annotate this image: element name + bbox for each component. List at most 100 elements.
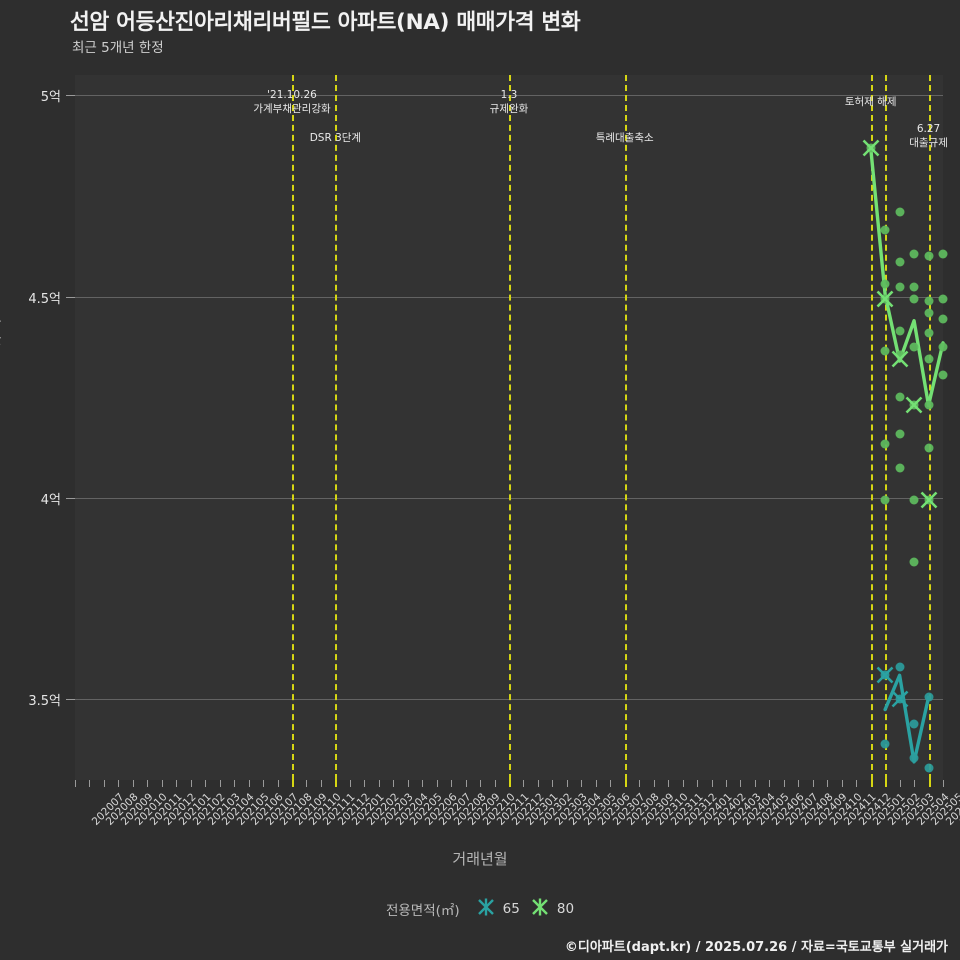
x-tick-mark: [205, 780, 207, 787]
x-tick-mark: [494, 780, 496, 787]
event-date: '21.10.26: [267, 89, 317, 101]
data-point: [924, 308, 934, 318]
y-tick-mark: [66, 498, 75, 499]
x-tick-mark: [595, 780, 597, 787]
x-tick-mark: [668, 780, 670, 787]
x-tick-mark: [928, 778, 931, 787]
x-tick-mark: [754, 780, 756, 787]
x-tick-mark: [292, 778, 294, 787]
x-tick-mark: [349, 780, 351, 787]
x-tick-mark: [103, 780, 105, 787]
event-date: 6.27: [916, 123, 941, 135]
data-point: [909, 342, 919, 352]
x-tick-mark: [914, 780, 916, 787]
data-point: [924, 328, 934, 338]
x-tick-mark: [132, 780, 134, 787]
x-tick-mark: [436, 780, 438, 787]
mean-marker: [876, 666, 894, 684]
mean-marker: [891, 691, 909, 708]
x-tick-mark: [320, 780, 322, 787]
data-point: [880, 346, 890, 356]
data-point: [938, 294, 948, 304]
data-point: [895, 207, 905, 217]
data-point: [909, 495, 919, 505]
data-point: [895, 463, 905, 473]
x-tick-mark: [407, 780, 409, 787]
legend-entry-65[interactable]: 65: [476, 897, 520, 921]
x-tick-mark: [798, 780, 800, 787]
event-label: 특례대출축소: [596, 131, 654, 145]
data-point: [895, 662, 905, 672]
x-tick-mark: [711, 780, 713, 787]
event-label: DSR 3단계: [310, 131, 361, 145]
x-tick-mark: [480, 780, 482, 787]
data-point: [895, 257, 905, 267]
mean-marker: [920, 491, 937, 509]
x-tick-mark: [234, 780, 236, 787]
mean-marker: [862, 139, 880, 156]
x-tick-mark: [943, 780, 944, 787]
x-tick-mark: [248, 780, 250, 787]
x-tick-mark: [75, 780, 76, 787]
x-tick-mark: [465, 780, 467, 787]
x-tick-mark: [653, 780, 655, 787]
x-tick-mark: [581, 780, 583, 787]
x-tick-mark: [899, 780, 901, 787]
data-point: [909, 282, 919, 291]
x-tick-mark: [509, 778, 511, 787]
legend-label: 80: [556, 901, 575, 917]
mean-marker: [905, 396, 923, 414]
x-tick-mark: [740, 780, 742, 787]
data-point: [938, 342, 948, 352]
x-tick-mark: [190, 780, 192, 787]
x-tick-mark: [783, 780, 785, 787]
legend-entry-80[interactable]: 80: [530, 897, 574, 921]
chart-title: 선암 어등산진아리채리버필드 아파트(NA) 매매가격 변화: [70, 10, 581, 35]
y-tick-mark: [66, 95, 75, 97]
x-tick-mark: [118, 780, 120, 787]
x-tick-mark: [176, 780, 178, 787]
x-tick-mark: [610, 780, 612, 787]
y-axis-title: 평균가(원): [0, 317, 3, 380]
event-name: DSR 3단계: [309, 132, 362, 144]
x-tick-mark: [451, 780, 453, 787]
event-line: [292, 75, 294, 780]
x-tick-mark: [89, 780, 91, 787]
data-point: [924, 692, 934, 702]
x-tick-mark: [393, 780, 395, 787]
x-tick-mark: [219, 780, 221, 787]
data-point: [895, 326, 905, 336]
y-tick-label: 4.5억: [28, 291, 61, 307]
data-point: [909, 294, 919, 304]
x-tick-mark: [422, 780, 424, 787]
data-point: [909, 557, 919, 567]
data-point: [924, 296, 934, 306]
x-tick-mark: [624, 778, 627, 787]
event-name: 규제완화: [489, 103, 529, 116]
data-point: [880, 225, 890, 235]
y-tick-mark: [66, 296, 75, 298]
x-tick-mark: [856, 780, 858, 787]
data-point: [895, 282, 905, 291]
event-label: 토허제 해제: [845, 95, 897, 109]
y-tick-label: 3.5억: [28, 694, 61, 710]
event-date: 1.3: [500, 89, 518, 101]
event-name: 가계부채관리강화: [253, 103, 331, 116]
x-tick-mark: [364, 780, 366, 787]
legend-title: 전용면적(㎡): [385, 903, 460, 919]
x-tick-mark: [812, 780, 814, 787]
y-tick-label: 5억: [40, 90, 61, 106]
data-point: [895, 392, 905, 402]
x-tick-mark: [523, 780, 525, 787]
x-tick-mark: [639, 780, 641, 787]
x-tick-mark: [682, 780, 684, 787]
data-point: [924, 354, 934, 364]
event-name: 대출규제: [909, 137, 948, 150]
data-point: [909, 249, 919, 259]
event-line: [885, 75, 888, 780]
data-point: [938, 370, 948, 380]
x-tick-mark: [552, 780, 554, 787]
data-point: [909, 753, 919, 763]
event-label: '21.10.26 가계부채관리강화: [253, 88, 330, 116]
